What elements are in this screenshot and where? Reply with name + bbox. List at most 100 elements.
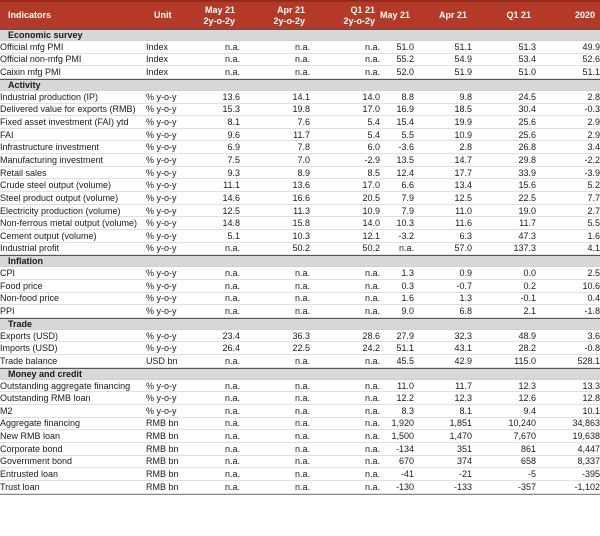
- indicator-cell: Government bond: [0, 455, 146, 469]
- value-cell: n.a.: [310, 355, 380, 368]
- value-cell: 1,920: [380, 417, 414, 431]
- value-cell: 12.1: [310, 229, 380, 243]
- value-cell: -2.2: [536, 154, 600, 167]
- table-row-imports-usd: Imports (USD)% y-o-y 26.4 22.5 24.2 51.1 43.1…: [0, 342, 600, 356]
- unit-cell: USD bn: [146, 355, 202, 368]
- value-cell: 2.9: [536, 128, 600, 142]
- value-cell: 13.6: [202, 90, 240, 104]
- unit-cell: % y-o-y: [146, 90, 202, 104]
- unit-cell: % y-o-y: [146, 141, 202, 155]
- value-cell: n.a.: [310, 480, 380, 494]
- table-row-cement-output-volume: Cement output (volume)% y-o-y 5.1 10.3 12.1…: [0, 229, 600, 243]
- table-row-entrusted-loan: Entrusted loan RMB bn n.a. n.a. n.a. -41 -21 -5…: [0, 468, 600, 481]
- value-cell: 6.3: [414, 229, 472, 243]
- value-cell: n.a.: [310, 417, 380, 431]
- unit-cell: % y-o-y: [146, 279, 202, 293]
- unit-cell: % y-o-y: [146, 192, 202, 205]
- value-cell: 13.5: [380, 154, 414, 167]
- column-header-apr-21: Apr 21: [414, 0, 472, 29]
- value-cell: 137.3: [472, 242, 536, 256]
- value-cell: -130: [380, 480, 414, 494]
- value-cell: 19.8: [240, 103, 310, 117]
- unit-cell: % y-o-y: [146, 292, 202, 306]
- value-cell: 15.6: [472, 179, 536, 193]
- value-cell: n.a.: [240, 379, 310, 393]
- value-cell: 11.0: [414, 204, 472, 218]
- value-cell: n.a.: [202, 455, 240, 469]
- value-cell: n.a.: [310, 468, 380, 481]
- value-cell: 26.8: [472, 141, 536, 155]
- indicator-cell: FAI: [0, 128, 146, 142]
- value-cell: -2.9: [310, 154, 380, 167]
- value-cell: n.a.: [240, 468, 310, 481]
- value-cell: 6.9: [202, 141, 240, 155]
- value-cell: 6.8: [414, 305, 472, 318]
- value-cell: 25.6: [472, 116, 536, 129]
- section-row-inflation: Inflation: [0, 255, 600, 268]
- table-row-trade-balance: Trade balance USD bn n.a. n.a. n.a. 45.5 42.9 1…: [0, 355, 600, 368]
- unit-cell: % y-o-y: [146, 128, 202, 142]
- value-cell: 11.3: [240, 204, 310, 218]
- value-cell: 10.1: [536, 405, 600, 418]
- indicator-cell: New RMB loan: [0, 430, 146, 443]
- indicator-cell: Official non-mfg PMI: [0, 53, 146, 67]
- value-cell: n.a.: [380, 242, 414, 256]
- indicators-table: Indicators Unit May 21 2y-o-2y Apr 21 2y-o-2y…: [0, 0, 600, 495]
- table-row-caixin-mfg-pmi: Caixin mfg PMI Index n.a. n.a. n.a. 52.0 51.9 5…: [0, 66, 600, 79]
- unit-cell: % y-o-y: [146, 103, 202, 117]
- indicator-cell: Outstanding aggregate financing: [0, 379, 146, 393]
- table-row-fixed-asset-investment-fai-ytd: Fixed asset investment (FAI) ytd% y-o-y 8…: [0, 116, 600, 129]
- value-cell: 13.6: [240, 179, 310, 193]
- value-cell: n.a.: [310, 430, 380, 443]
- value-cell: 11.7: [414, 379, 472, 393]
- value-cell: 49.9: [536, 41, 600, 54]
- column-header-may-21: May 21: [380, 0, 414, 29]
- indicator-cell: Official mfg PMI: [0, 41, 146, 54]
- value-cell: n.a.: [240, 292, 310, 306]
- column-header-q1-21-2y: Q1 21 2y-o-2y: [310, 0, 380, 29]
- value-cell: 11.0: [380, 379, 414, 393]
- indicator-cell: Steel product output (volume): [0, 192, 146, 205]
- value-cell: 11.7: [240, 128, 310, 142]
- value-cell: n.a.: [202, 392, 240, 406]
- indicator-cell: Aggregate financing: [0, 417, 146, 431]
- table-row-food-price: Food price% y-o-y n.a. n.a. n.a. 0.3 -0.7 0.2 1…: [0, 279, 600, 293]
- indicator-cell: Fixed asset investment (FAI) ytd: [0, 116, 146, 129]
- indicator-cell: Trade balance: [0, 355, 146, 368]
- value-cell: 12.5: [414, 192, 472, 205]
- value-cell: 20.5: [310, 192, 380, 205]
- column-header-indicators: Indicators: [0, 0, 146, 29]
- value-cell: n.a.: [240, 417, 310, 431]
- value-cell: n.a.: [310, 455, 380, 469]
- table-row-crude-steel-output-volume: Crude steel output (volume)% y-o-y 11.1 13…: [0, 179, 600, 193]
- unit-cell: % y-o-y: [146, 305, 202, 318]
- column-header-unit: Unit: [146, 0, 202, 29]
- unit-cell: RMB bn: [146, 480, 202, 494]
- table-row-trust-loan: Trust loan RMB bn n.a. n.a. n.a. -130 -133 -357…: [0, 480, 600, 494]
- value-cell: n.a.: [240, 279, 310, 293]
- value-cell: 5.4: [310, 128, 380, 142]
- value-cell: 14.1: [240, 90, 310, 104]
- unit-cell: % y-o-y: [146, 405, 202, 418]
- value-cell: 351: [414, 442, 472, 456]
- table-row-ppi: PPI% y-o-y n.a. n.a. n.a. 9.0 6.8 2.1 -1.8: [0, 305, 600, 318]
- value-cell: n.a.: [202, 417, 240, 431]
- value-cell: 7.9: [380, 192, 414, 205]
- section-title: Activity: [0, 78, 600, 91]
- value-cell: n.a.: [202, 355, 240, 368]
- value-cell: 8.9: [240, 166, 310, 180]
- value-cell: 2.9: [536, 116, 600, 129]
- value-cell: 48.9: [472, 329, 536, 343]
- value-cell: 29.8: [472, 154, 536, 167]
- value-cell: 12.5: [202, 204, 240, 218]
- value-cell: n.a.: [240, 405, 310, 418]
- value-cell: 13.4: [414, 179, 472, 193]
- value-cell: n.a.: [240, 392, 310, 406]
- value-cell: 45.5: [380, 355, 414, 368]
- value-cell: 0.9: [414, 267, 472, 280]
- value-cell: 2.8: [536, 90, 600, 104]
- value-cell: n.a.: [202, 53, 240, 67]
- section-row-activity: Activity: [0, 78, 600, 91]
- value-cell: n.a.: [202, 442, 240, 456]
